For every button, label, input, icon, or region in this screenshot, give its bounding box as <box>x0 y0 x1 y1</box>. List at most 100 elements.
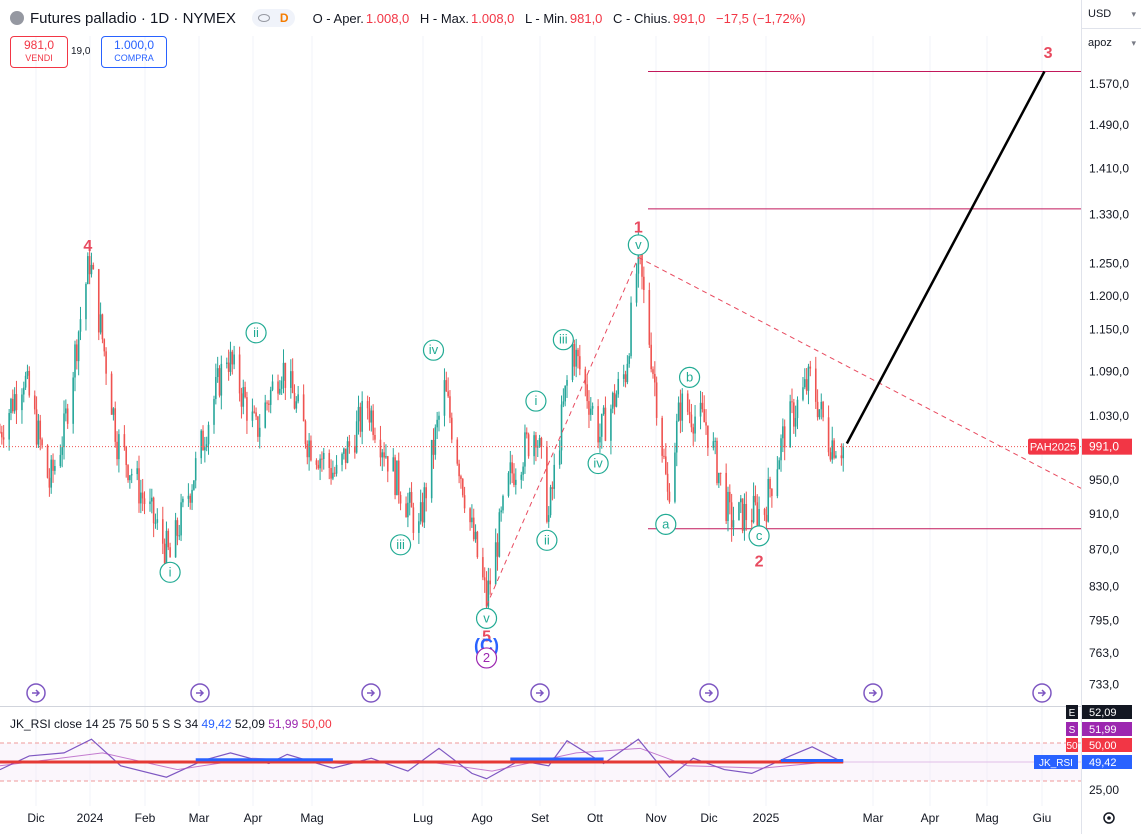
wave-label-circle[interactable] <box>245 322 267 344</box>
candle-body <box>46 445 49 478</box>
rsi-badge-key <box>1034 755 1078 769</box>
candle-body <box>372 410 374 435</box>
wave-label-circle[interactable] <box>655 513 677 535</box>
rsi-badge-value <box>1082 722 1132 736</box>
chart-title[interactable]: Futures palladio · 1D · NYMEX <box>30 9 236 27</box>
candle-body <box>189 495 192 503</box>
wave-label-circle[interactable] <box>552 329 574 351</box>
candle-body <box>600 414 603 437</box>
projection-trend-line[interactable] <box>845 70 1046 445</box>
time-tick-label: Apr <box>921 811 940 825</box>
replay-arrow-icon[interactable] <box>26 683 46 703</box>
wave-label[interactable]: 3 <box>1044 45 1053 62</box>
replay-arrow-icon[interactable] <box>530 683 550 703</box>
wave-label-circle[interactable] <box>475 607 498 630</box>
symbol-logo-icon[interactable] <box>10 11 24 25</box>
wave-label[interactable]: iii <box>396 537 405 552</box>
candle-body <box>591 406 594 409</box>
wave-label-circle[interactable] <box>748 525 770 547</box>
time-tick-label: 2025 <box>753 811 780 825</box>
currency-select[interactable]: USD ▾ <box>1082 0 1141 29</box>
wave-label-circle[interactable] <box>389 534 412 556</box>
candle-body <box>33 395 36 410</box>
wave-label[interactable]: iv <box>593 456 603 471</box>
time-tick-label: Ott <box>587 811 604 825</box>
visibility-toggle[interactable]: D <box>251 9 295 27</box>
candle-body <box>438 415 440 420</box>
time-tick-label: Mar <box>863 811 884 825</box>
replay-arrow-icon[interactable] <box>190 683 210 703</box>
gear-icon[interactable] <box>1103 812 1115 824</box>
wave-label[interactable]: 5 <box>482 628 491 645</box>
wave-label-circle[interactable] <box>159 561 181 583</box>
wave-label[interactable]: i <box>534 393 537 408</box>
wave-label[interactable]: b <box>686 369 693 384</box>
wave-label[interactable]: v <box>483 610 490 625</box>
candle-body <box>238 354 241 394</box>
wave-label-circle[interactable] <box>678 366 701 389</box>
candle-body <box>200 430 203 459</box>
wave-label-circle[interactable] <box>525 390 547 412</box>
candle-body <box>829 452 832 460</box>
candle-body <box>174 520 177 558</box>
candle-body <box>368 408 371 423</box>
candle-body <box>410 492 413 508</box>
candle-body <box>253 411 256 413</box>
candle-body <box>617 378 620 395</box>
candle-body <box>330 467 332 479</box>
close-label: C - Chius. <box>613 10 671 26</box>
buy-button[interactable]: 1.000,0 COMPRA <box>101 36 167 68</box>
candle-body <box>450 417 453 440</box>
wave-label[interactable]: ii <box>253 325 259 340</box>
ohlc-readout: O - Aper. 1.008,0 H - Max. 1.008,0 L - Min… <box>313 11 813 26</box>
price-tick-label: 1.090,0 <box>1089 365 1129 379</box>
replay-arrow-icon[interactable] <box>361 683 381 703</box>
wave-label[interactable]: 1 <box>634 220 643 237</box>
dashed-trend-line[interactable] <box>486 257 639 606</box>
wave-label-circle[interactable] <box>587 452 609 475</box>
buy-label: COMPRA <box>114 53 154 63</box>
sell-button[interactable]: 981,0 VENDI <box>10 36 68 68</box>
replay-arrow-icon[interactable] <box>699 683 719 703</box>
candle-body <box>558 450 561 465</box>
time-tick-label: 2024 <box>77 811 104 825</box>
dashed-trend-line[interactable] <box>638 256 1082 489</box>
wave-label[interactable]: 2 <box>755 553 764 570</box>
candle-body <box>269 389 272 405</box>
replay-arrow-icon[interactable] <box>1032 683 1052 703</box>
rsi-badge-key <box>1066 738 1078 752</box>
time-tick-label: Mar <box>189 811 210 825</box>
candle-body <box>791 401 793 403</box>
rsi-badge-key <box>1066 705 1078 719</box>
candle-body <box>152 497 155 524</box>
wave-label-circle[interactable] <box>536 529 558 551</box>
wave-label[interactable]: iv <box>429 342 439 357</box>
candle-body <box>76 344 78 362</box>
candle-body <box>793 402 795 427</box>
wave-label[interactable]: v <box>635 237 642 252</box>
wave-label-circle[interactable] <box>475 647 498 669</box>
replay-arrow-icon[interactable] <box>863 683 883 703</box>
wave-label[interactable]: iii <box>559 332 568 347</box>
candle-body <box>295 401 298 409</box>
wave-label[interactable]: c <box>756 528 763 543</box>
wave-label[interactable]: i <box>169 564 172 579</box>
rsi-legend[interactable]: JK_RSI close 14 25 75 50 5 S S 34 49,42 … <box>10 717 332 731</box>
wave-label-circle[interactable] <box>627 234 649 256</box>
scale-mode-select[interactable]: apoz ▾ <box>1082 29 1141 57</box>
rsi-legend-value: 49,42 <box>201 717 234 731</box>
candle-body <box>613 392 616 407</box>
candle-body <box>496 542 499 557</box>
candle-body <box>163 543 166 564</box>
wave-label-circle[interactable] <box>422 339 445 361</box>
wave-label[interactable]: 4 <box>83 238 92 255</box>
wave-label[interactable]: ii <box>544 532 550 547</box>
candle-body <box>509 462 512 474</box>
candle-body <box>205 444 208 448</box>
high-label: H - Max. <box>419 10 470 26</box>
wave-label[interactable]: 2 <box>483 650 490 665</box>
candle-body <box>169 547 171 558</box>
wave-label[interactable]: a <box>662 516 670 531</box>
candle-body <box>738 502 740 521</box>
